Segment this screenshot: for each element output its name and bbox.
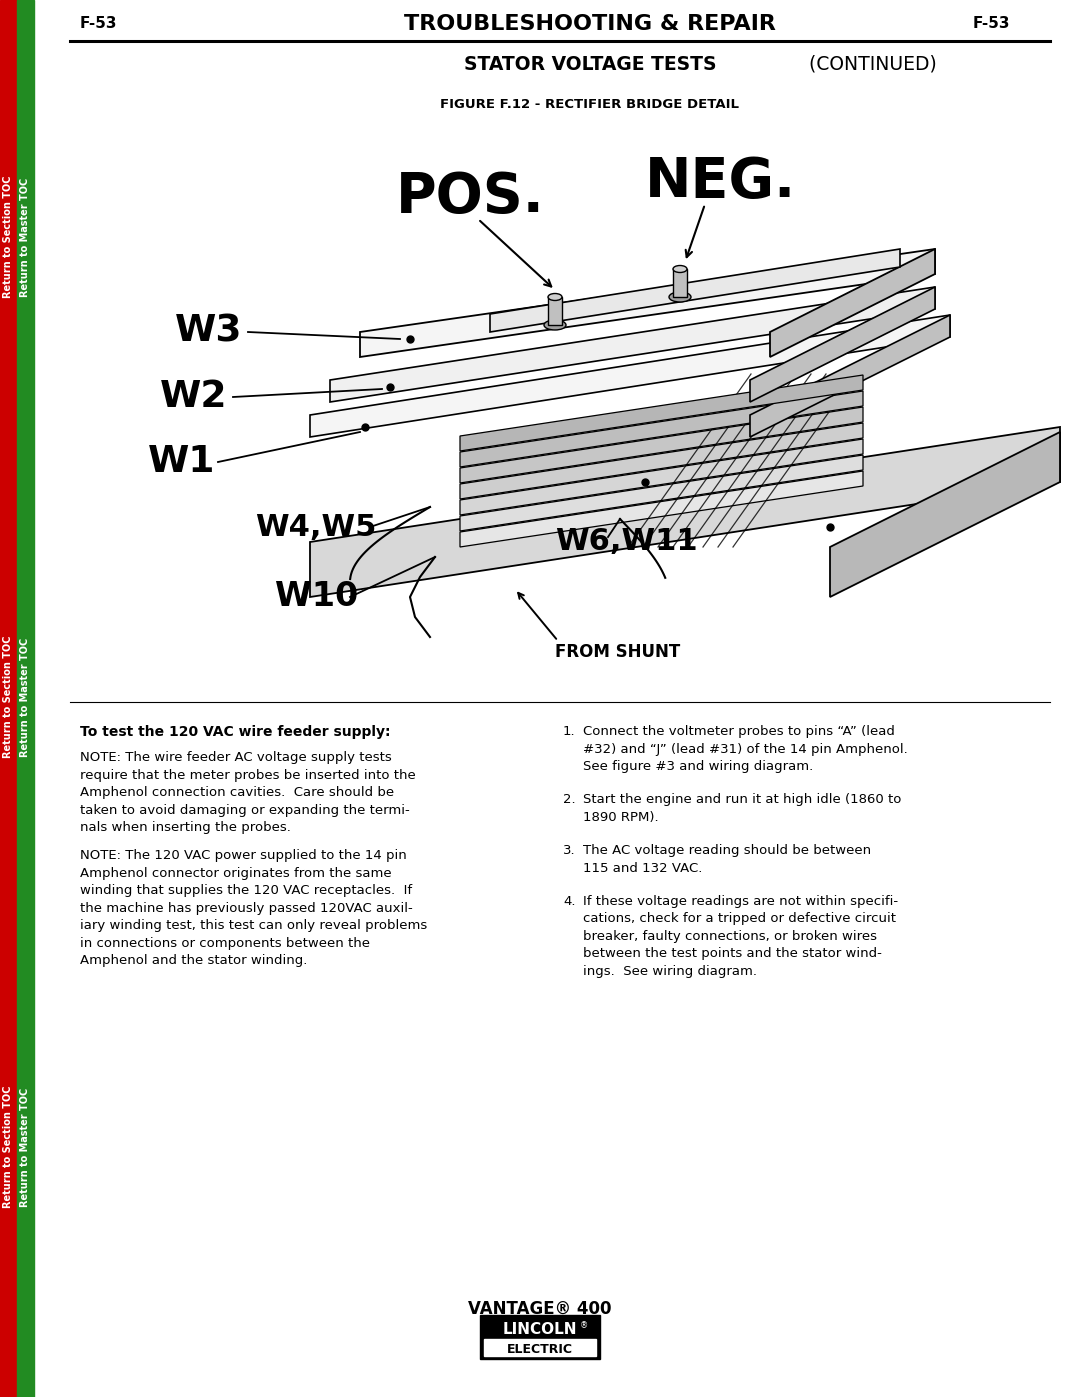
Text: Start the engine and run it at high idle (1860 to: Start the engine and run it at high idle… [583,793,902,806]
Text: iary winding test, this test can only reveal problems: iary winding test, this test can only re… [80,919,428,932]
Text: FROM SHUNT: FROM SHUNT [555,643,680,661]
Polygon shape [460,439,863,515]
Text: The AC voltage reading should be between: The AC voltage reading should be between [583,844,872,856]
Text: in connections or components between the: in connections or components between the [80,937,370,950]
Text: NEG.: NEG. [645,155,796,210]
Text: #32) and “J” (lead #31) of the 14 pin Amphenol.: #32) and “J” (lead #31) of the 14 pin Am… [583,742,908,756]
Text: 2.: 2. [563,793,576,806]
Polygon shape [750,314,950,437]
Text: Return to Section TOC: Return to Section TOC [3,1085,13,1208]
Text: W2: W2 [160,379,228,415]
Text: Return to Section TOC: Return to Section TOC [3,636,13,759]
Polygon shape [460,455,863,531]
Polygon shape [460,471,863,548]
Polygon shape [460,374,863,451]
Text: NOTE: The wire feeder AC voltage supply tests: NOTE: The wire feeder AC voltage supply … [80,752,392,764]
Text: ELECTRIC: ELECTRIC [507,1343,573,1356]
Text: W3: W3 [175,314,243,351]
Polygon shape [310,427,1059,597]
Bar [0,0,17,1397]
Polygon shape [460,407,863,483]
Bar [17,0,33,1397]
Text: W4,W5: W4,W5 [255,513,376,542]
Text: ®: ® [580,1322,589,1330]
Text: W10: W10 [275,581,359,613]
Text: (CONTINUED): (CONTINUED) [804,54,936,74]
Text: 3.: 3. [563,844,576,856]
Polygon shape [460,423,863,499]
Bar [480,1315,600,1359]
Text: winding that supplies the 120 VAC receptacles.  If: winding that supplies the 120 VAC recept… [80,884,413,897]
Bar [673,270,687,298]
Text: Return to Master TOC: Return to Master TOC [21,1087,30,1207]
Text: between the test points and the stator wind-: between the test points and the stator w… [583,947,882,960]
Polygon shape [750,286,935,402]
Text: W6,W11: W6,W11 [555,528,698,556]
Polygon shape [330,286,935,402]
Text: NOTE: The 120 VAC power supplied to the 14 pin: NOTE: The 120 VAC power supplied to the … [80,849,407,862]
Text: 1890 RPM).: 1890 RPM). [583,810,659,824]
Text: Return to Section TOC: Return to Section TOC [3,176,13,298]
Ellipse shape [548,293,562,300]
Ellipse shape [669,292,691,302]
Text: LINCOLN: LINCOLN [503,1322,577,1337]
Text: Amphenol connector originates from the same: Amphenol connector originates from the s… [80,866,392,880]
Text: taken to avoid damaging or expanding the termi-: taken to avoid damaging or expanding the… [80,803,409,817]
Text: TROUBLESHOOTING & REPAIR: TROUBLESHOOTING & REPAIR [404,14,775,34]
Text: W1: W1 [148,444,216,481]
Text: Connect the voltmeter probes to pins “A” (lead: Connect the voltmeter probes to pins “A”… [583,725,895,738]
Ellipse shape [673,265,687,272]
Text: F-53: F-53 [972,17,1010,32]
Text: See figure #3 and wiring diagram.: See figure #3 and wiring diagram. [583,760,813,773]
Polygon shape [310,314,950,437]
Polygon shape [490,249,900,332]
Text: VANTAGE® 400: VANTAGE® 400 [469,1301,611,1317]
Text: 4.: 4. [563,894,576,908]
Text: 115 and 132 VAC.: 115 and 132 VAC. [583,862,702,875]
Ellipse shape [544,320,566,330]
Text: To test the 120 VAC wire feeder supply:: To test the 120 VAC wire feeder supply: [80,725,391,739]
Text: breaker, faulty connections, or broken wires: breaker, faulty connections, or broken w… [583,930,877,943]
Polygon shape [831,432,1059,597]
Text: F-53: F-53 [80,17,118,32]
Text: ings.  See wiring diagram.: ings. See wiring diagram. [583,965,757,978]
Bar [548,298,562,326]
Text: Amphenol and the stator winding.: Amphenol and the stator winding. [80,954,308,967]
Text: require that the meter probes be inserted into the: require that the meter probes be inserte… [80,768,416,782]
Text: Return to Master TOC: Return to Master TOC [21,637,30,757]
Polygon shape [770,249,935,358]
Bar [484,1340,596,1356]
Text: FIGURE F.12 - RECTIFIER BRIDGE DETAIL: FIGURE F.12 - RECTIFIER BRIDGE DETAIL [441,98,740,110]
Polygon shape [460,391,863,467]
Text: Amphenol connection cavities.  Care should be: Amphenol connection cavities. Care shoul… [80,787,394,799]
Text: cations, check for a tripped or defective circuit: cations, check for a tripped or defectiv… [583,912,896,925]
Text: Return to Master TOC: Return to Master TOC [21,177,30,296]
Text: 1.: 1. [563,725,576,738]
Text: If these voltage readings are not within specifi-: If these voltage readings are not within… [583,894,899,908]
Text: the machine has previously passed 120VAC auxil-: the machine has previously passed 120VAC… [80,901,413,915]
Polygon shape [360,249,935,358]
Text: STATOR VOLTAGE TESTS: STATOR VOLTAGE TESTS [463,54,716,74]
Text: POS.: POS. [395,170,544,224]
Text: nals when inserting the probes.: nals when inserting the probes. [80,821,291,834]
